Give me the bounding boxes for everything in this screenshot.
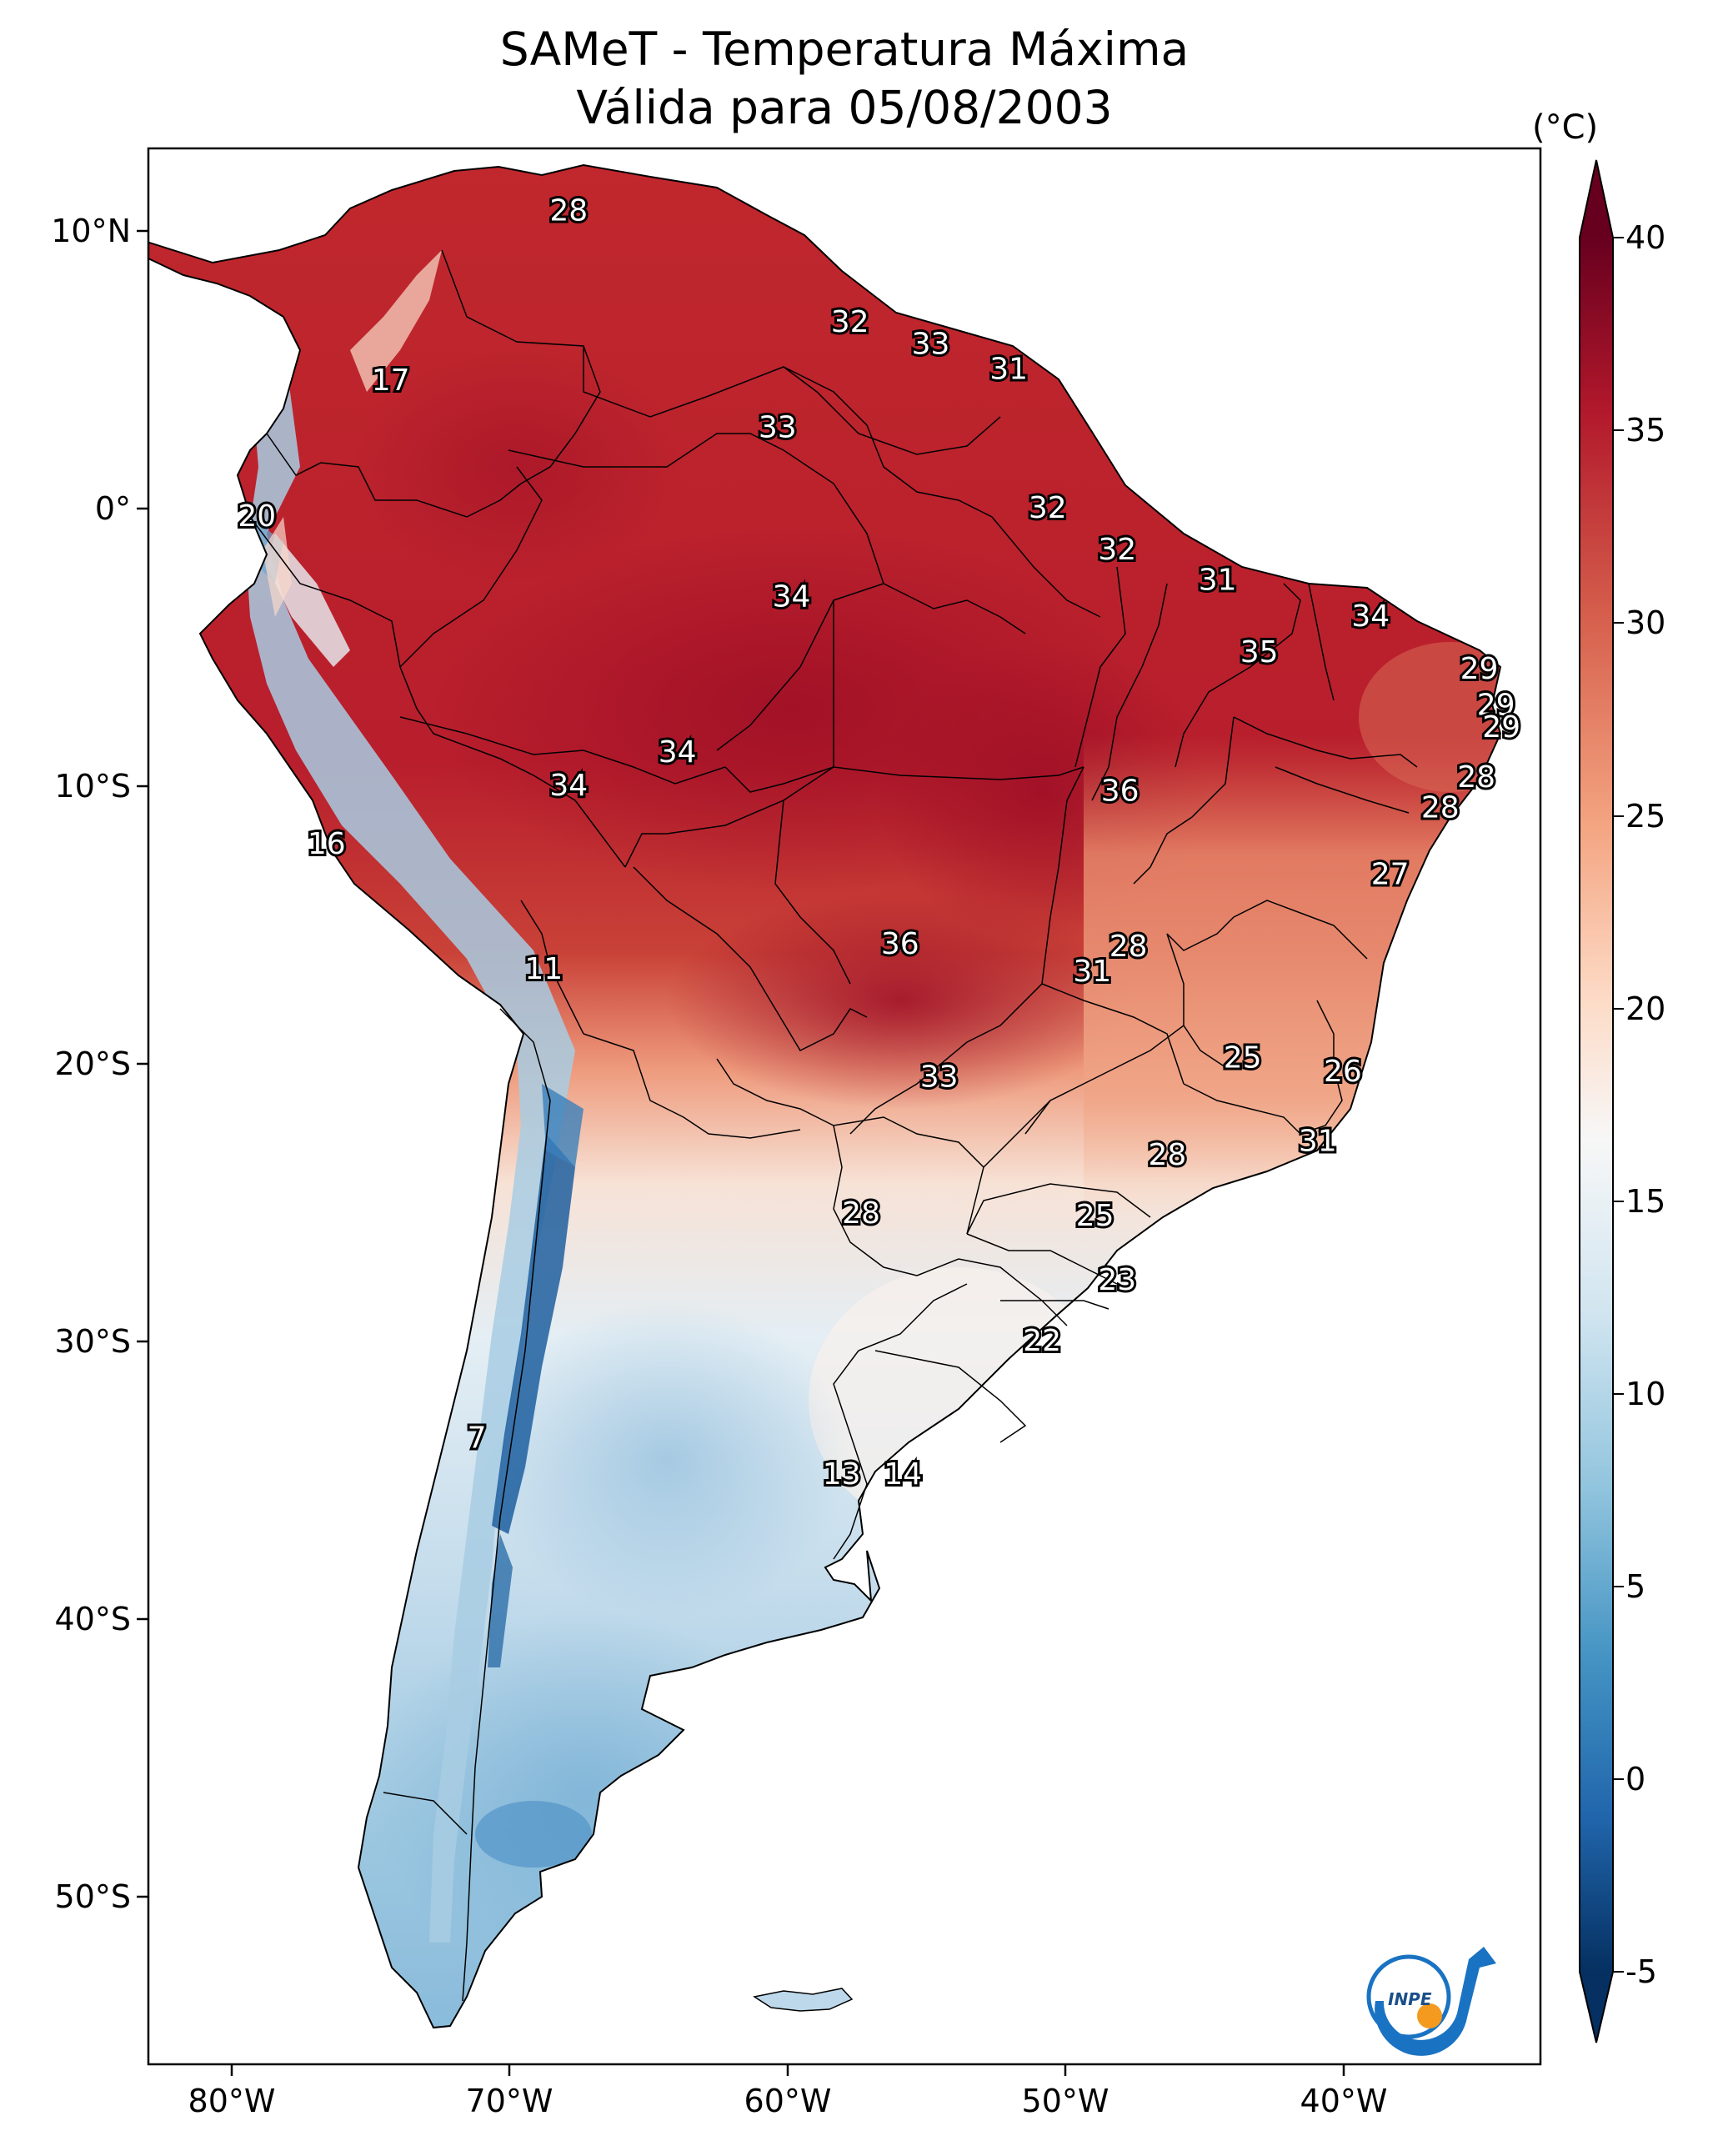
contour-label: 14 [884,1457,922,1492]
lat-tick-label: 10°S [54,768,131,805]
map-frame [147,147,1542,2066]
contour-label: 29 [1477,688,1515,722]
contour-label: 26 [1324,1055,1362,1089]
lat-tick-label: 40°S [54,1601,131,1637]
contour-label: 33 [920,1060,959,1095]
contour-label: 25 [1224,1040,1262,1075]
colorbar-tick-label: 35 [1625,412,1666,449]
contour-label: 7 [468,1421,487,1456]
lon-tick-label: 80°W [188,2083,276,2119]
lat-tick-label: 10°N [51,213,131,249]
colorbar-tick-label: 15 [1625,1183,1666,1220]
contour-label: 25 [1076,1199,1114,1233]
lon-tick-label: 40°W [1300,2083,1388,2119]
contour-label: 22 [1023,1324,1061,1358]
contour-label: 33 [912,328,950,362]
axis-ticks [137,229,1345,2076]
contour-label: 13 [823,1457,861,1492]
contour-label: 31 [1073,955,1111,989]
colorbar-tick-label: 25 [1625,798,1666,835]
chart-subtitle: Válida para 05/08/2003 [576,81,1113,134]
lon-tick-label: 70°W [465,2083,553,2119]
contour-label: 20 [238,499,276,534]
colorbar [1579,159,1624,2043]
contour-label: 34 [549,769,588,803]
contour-label: 31 [1199,564,1237,598]
contour-label: 28 [1148,1138,1186,1172]
colorbar-tick-label: 20 [1625,990,1666,1027]
colorbar-tick-label: -5 [1625,1953,1657,1990]
colorbar-tick-label: 40 [1625,219,1666,256]
falkland-islands [753,1988,854,2012]
lat-tick-label: 50°S [54,1878,131,1915]
contour-label: 34 [773,580,811,614]
contour-label: 28 [1421,791,1460,825]
lat-tick-label: 30°S [54,1323,131,1360]
colorbar-tick-label: 30 [1625,604,1666,641]
political-borders [249,249,1418,2002]
chart-title: SAMeT - Temperatura Máxima [499,23,1190,76]
svg-text:INPE: INPE [1388,1989,1432,2009]
contour-label: 35 [1240,635,1279,669]
lon-tick-label: 60°W [744,2083,832,2119]
colorbar-tick-label: 10 [1625,1376,1666,1412]
lat-tick-label: 0° [94,490,131,527]
lat-tick-label: 20°S [54,1045,131,1082]
contour-label: 32 [1029,491,1067,525]
contour-label: 33 [759,410,797,444]
lon-tick-label: 50°W [1021,2083,1109,2119]
coastline [148,163,1502,2029]
contour-label: 11 [524,952,563,986]
colorbar-tick-label: 0 [1625,1761,1646,1798]
contour-label: 29 [1482,710,1520,745]
contour-label: 31 [989,352,1028,386]
contour-label: 28 [1457,760,1495,795]
contour-label: 32 [1098,533,1136,567]
contour-label: 31 [1299,1124,1337,1158]
contour-label: 28 [549,194,588,228]
contour-label: 36 [881,927,919,961]
contour-label: 34 [659,735,697,770]
contour-label: 29 [1460,652,1499,686]
contour-label: 34 [1351,599,1390,634]
colorbar-unit-label: (°C) [1532,108,1599,147]
contour-label: 17 [372,364,410,398]
contour-label: 28 [1109,930,1148,964]
contour-label: 36 [1101,775,1139,809]
contour-label: 16 [308,827,346,861]
colorbar-tick-label: 5 [1625,1568,1646,1605]
inpe-logo: INPE [1366,1947,1496,2056]
contour-label: 27 [1371,858,1410,892]
contour-label: 23 [1098,1263,1136,1297]
contour-label: 28 [842,1196,880,1231]
contour-label: 32 [831,305,869,339]
